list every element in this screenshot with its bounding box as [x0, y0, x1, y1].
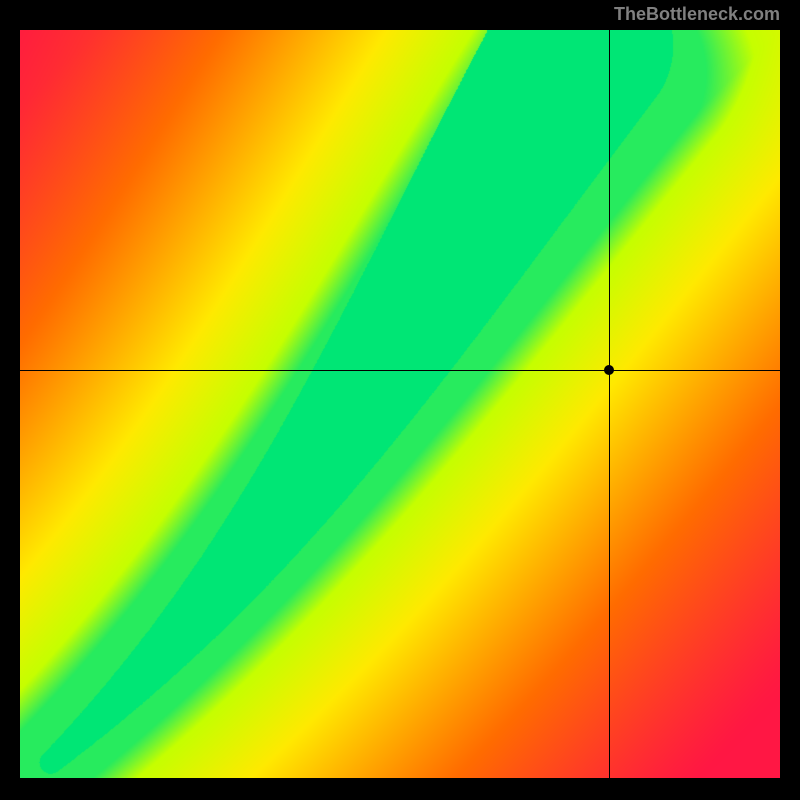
crosshair-marker — [604, 365, 614, 375]
crosshair-horizontal — [20, 370, 780, 371]
heatmap-canvas — [20, 30, 780, 778]
chart-container — [20, 30, 780, 778]
watermark-text: TheBottleneck.com — [614, 4, 780, 25]
crosshair-vertical — [609, 30, 610, 778]
